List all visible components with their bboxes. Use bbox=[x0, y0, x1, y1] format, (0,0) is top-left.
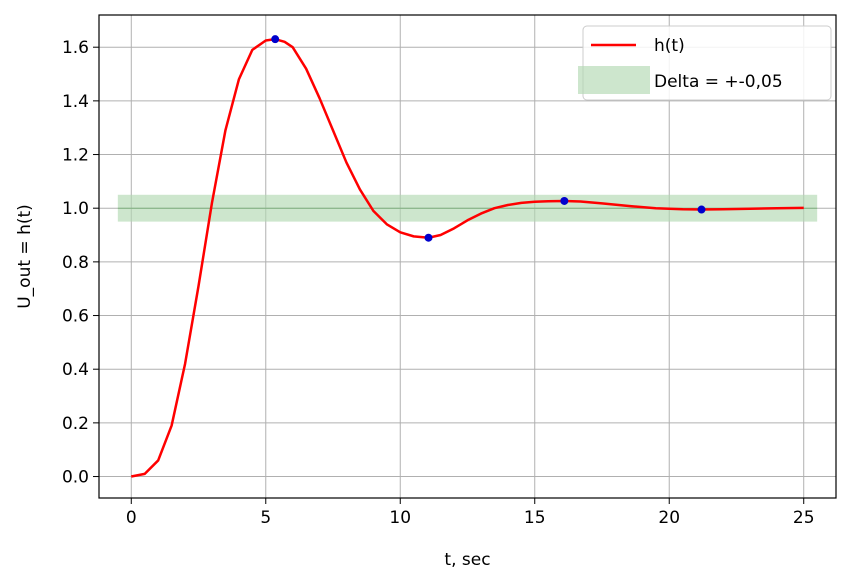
legend-swatch-band bbox=[578, 66, 650, 94]
series-line-h-t bbox=[131, 37, 804, 478]
y-tick-label: 1.4 bbox=[62, 92, 89, 112]
extremum-marker bbox=[560, 196, 569, 205]
x-axis-label: t, sec bbox=[444, 550, 490, 570]
x-tick-label: 10 bbox=[389, 508, 411, 528]
y-axis-label: U_out = h(t) bbox=[15, 204, 35, 309]
y-tick-label: 0.6 bbox=[62, 307, 89, 327]
series-layer bbox=[131, 37, 804, 478]
y-tick-label: 1.6 bbox=[62, 38, 89, 58]
y-axis-ticks: 0.0 0.2 0.4 0.6 0.8 1.0 1.2 1.4 1.6 bbox=[62, 38, 99, 488]
extremum-marker bbox=[424, 233, 433, 242]
x-tick-label: 20 bbox=[658, 508, 680, 528]
y-tick-label: 1.2 bbox=[62, 146, 89, 166]
axes-frame bbox=[98, 14, 837, 499]
x-tick-label: 25 bbox=[793, 508, 815, 528]
legend: h(t) Delta = +-0,05 bbox=[578, 25, 832, 101]
extremum-marker bbox=[271, 35, 280, 44]
marker-layer bbox=[271, 35, 706, 242]
extremum-marker bbox=[697, 205, 706, 214]
y-tick-label: 0.2 bbox=[62, 414, 89, 434]
y-tick-label: 1.0 bbox=[62, 199, 89, 219]
y-tick-label: 0.8 bbox=[62, 253, 89, 273]
legend-label-series: h(t) bbox=[654, 36, 685, 56]
y-tick-label: 0.4 bbox=[62, 360, 89, 380]
x-tick-label: 5 bbox=[260, 508, 271, 528]
grid bbox=[99, 15, 836, 498]
x-tick-label: 15 bbox=[524, 508, 546, 528]
legend-label-band: Delta = +-0,05 bbox=[654, 72, 783, 92]
y-tick-label: 0.0 bbox=[62, 468, 89, 488]
x-axis-ticks: 0 5 10 15 20 25 bbox=[126, 498, 815, 528]
x-tick-label: 0 bbox=[126, 508, 137, 528]
